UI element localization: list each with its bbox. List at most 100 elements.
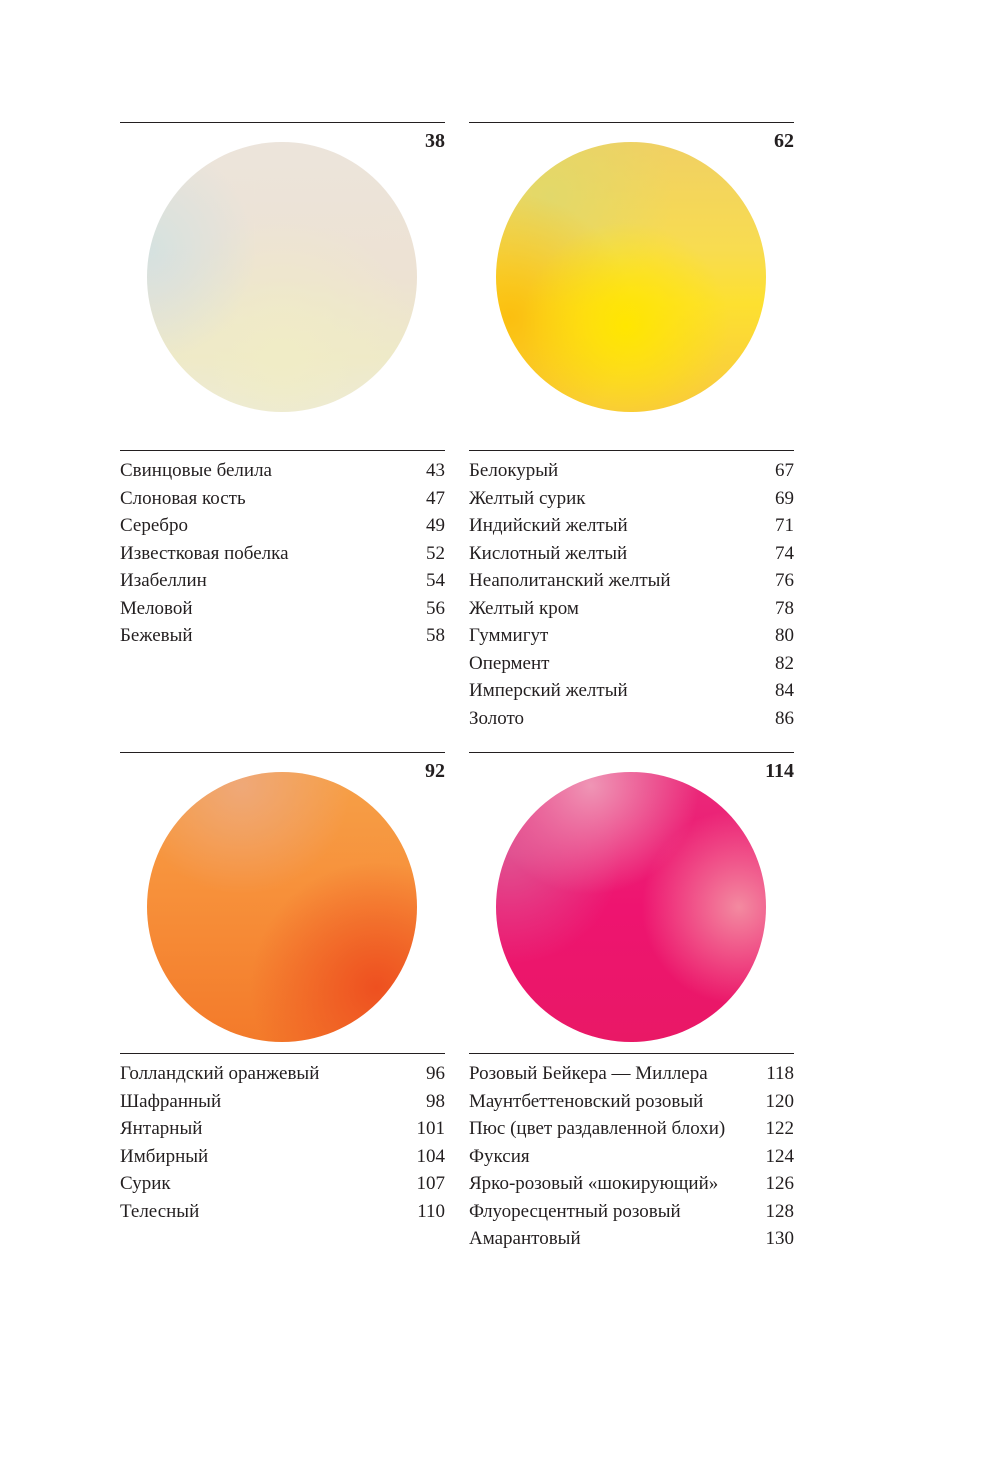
list-item[interactable]: Ярко-розовый «шокирующий» 126 <box>469 1170 794 1198</box>
color-name: Бежевый <box>120 625 193 646</box>
page-number: 76 <box>775 570 794 591</box>
page-number: 86 <box>775 707 794 729</box>
list-item[interactable]: Янтарный 101 <box>120 1115 445 1143</box>
page-number: 84 <box>775 680 794 701</box>
page-number: 56 <box>426 597 445 619</box>
color-swatch-circle <box>496 772 766 1042</box>
page-number: 49 <box>426 515 445 536</box>
list-item[interactable]: Сурик 107 <box>120 1170 445 1198</box>
color-swatch-circle <box>147 772 417 1042</box>
page-number: 130 <box>765 1228 795 1249</box>
color-name: Ярко-розовый «шокирующий» <box>469 1173 719 1194</box>
list-item[interactable]: Фуксия 124 <box>469 1143 794 1171</box>
list-rule <box>469 450 794 451</box>
list-item[interactable]: Кислотный желтый 74 <box>469 540 794 568</box>
color-name: Изабеллин <box>120 570 207 591</box>
list-item[interactable]: Гуммигут 80 <box>469 622 794 650</box>
color-name: Маунтбеттеновский розовый <box>469 1090 704 1112</box>
color-name: Сурик <box>120 1173 171 1194</box>
color-swatch-circle <box>147 142 417 412</box>
color-name: Розовый Бейкера — Миллера <box>469 1063 708 1084</box>
page-number: 124 <box>765 1145 795 1167</box>
list-item[interactable]: Пюс (цвет раздавленной блохи) 122 <box>469 1115 794 1143</box>
list-item[interactable]: Амарантовый 130 <box>469 1225 794 1253</box>
list-item[interactable]: Шафранный 98 <box>120 1088 445 1116</box>
page-number: 120 <box>765 1090 795 1112</box>
top-rule <box>469 752 794 753</box>
list-item[interactable]: Желтый кром 78 <box>469 595 794 623</box>
list-item[interactable]: Бежевый 58 <box>120 622 445 650</box>
color-name: Телесный <box>120 1200 200 1222</box>
page-number: 98 <box>426 1090 445 1112</box>
list-rule <box>120 450 445 451</box>
page-number: 128 <box>765 1200 795 1222</box>
list-item[interactable]: Неаполитанский желтый 76 <box>469 567 794 595</box>
page-number: 110 <box>417 1200 445 1222</box>
list-rule <box>469 1053 794 1054</box>
color-name: Опермент <box>469 652 550 674</box>
page-number: 71 <box>775 515 794 536</box>
list-item[interactable]: Голландский оранжевый 96 <box>120 1060 445 1088</box>
list-item[interactable]: Имперский желтый 84 <box>469 677 794 705</box>
page-number: 107 <box>416 1173 446 1194</box>
color-list: Свинцовые белила 43 Слоновая кость 47 Серебр… <box>120 457 445 650</box>
list-item[interactable]: Известковая побелка 52 <box>120 540 445 568</box>
color-name: Желтый кром <box>469 597 579 619</box>
color-name: Гуммигут <box>469 625 549 646</box>
page-number: 96 <box>426 1063 445 1084</box>
page-number: 118 <box>766 1063 794 1084</box>
list-item[interactable]: Серебро 49 <box>120 512 445 540</box>
color-name: Слоновая кость <box>120 487 246 509</box>
list-item[interactable]: Маунтбеттеновский розовый 120 <box>469 1088 794 1116</box>
page-number: 126 <box>765 1173 795 1194</box>
color-name: Желтый сурик <box>469 487 586 509</box>
page-number: 54 <box>426 570 445 591</box>
color-name: Амарантовый <box>469 1228 581 1249</box>
color-name: Фуксия <box>469 1145 530 1167</box>
page-number: 78 <box>775 597 794 619</box>
list-item[interactable]: Свинцовые белила 43 <box>120 457 445 485</box>
list-item[interactable]: Слоновая кость 47 <box>120 485 445 513</box>
color-list: Розовый Бейкера — Миллера 118 Маунтбеттено… <box>469 1060 794 1253</box>
color-name: Флуоресцентный розовый <box>469 1200 681 1222</box>
color-name: Серебро <box>120 515 188 536</box>
list-item[interactable]: Меловой 56 <box>120 595 445 623</box>
section-page-number: 92 <box>425 760 445 782</box>
color-list: Белокурый 67 Желтый сурик 69 Индийский желты… <box>469 457 794 732</box>
list-item[interactable]: Изабеллин 54 <box>120 567 445 595</box>
page-number: 52 <box>426 542 445 564</box>
page-number: 80 <box>775 625 794 646</box>
top-rule <box>469 122 794 123</box>
list-item[interactable]: Индийский желтый 71 <box>469 512 794 540</box>
list-item[interactable]: Розовый Бейкера — Миллера 118 <box>469 1060 794 1088</box>
color-name: Меловой <box>120 597 193 619</box>
list-item[interactable]: Опермент 82 <box>469 650 794 678</box>
color-name: Кислотный желтый <box>469 542 628 564</box>
list-item[interactable]: Белокурый 67 <box>469 457 794 485</box>
section-page-number: 62 <box>774 130 794 152</box>
list-item[interactable]: Флуоресцентный розовый 128 <box>469 1198 794 1226</box>
color-name: Шафранный <box>120 1090 222 1112</box>
color-name: Золото <box>469 707 525 729</box>
page-number: 82 <box>775 652 794 674</box>
page-number: 58 <box>426 625 445 646</box>
page-number: 69 <box>775 487 794 509</box>
page-number: 101 <box>416 1118 446 1139</box>
page-number: 74 <box>775 542 794 564</box>
page-number: 104 <box>416 1145 446 1167</box>
list-item[interactable]: Телесный 110 <box>120 1198 445 1226</box>
page-number: 47 <box>426 487 445 509</box>
color-swatch-circle <box>496 142 766 412</box>
color-name: Имперский желтый <box>469 680 628 701</box>
color-name: Известковая побелка <box>120 542 289 564</box>
color-name: Голландский оранжевый <box>120 1063 320 1084</box>
section-page-number: 38 <box>425 130 445 152</box>
color-name: Янтарный <box>120 1118 203 1139</box>
list-item[interactable]: Золото 86 <box>469 705 794 733</box>
list-item[interactable]: Желтый сурик 69 <box>469 485 794 513</box>
color-name: Пюс (цвет раздавленной блохи) <box>469 1118 726 1139</box>
list-item[interactable]: Имбирный 104 <box>120 1143 445 1171</box>
page-number: 67 <box>775 460 794 481</box>
top-rule <box>120 122 445 123</box>
list-rule <box>120 1053 445 1054</box>
